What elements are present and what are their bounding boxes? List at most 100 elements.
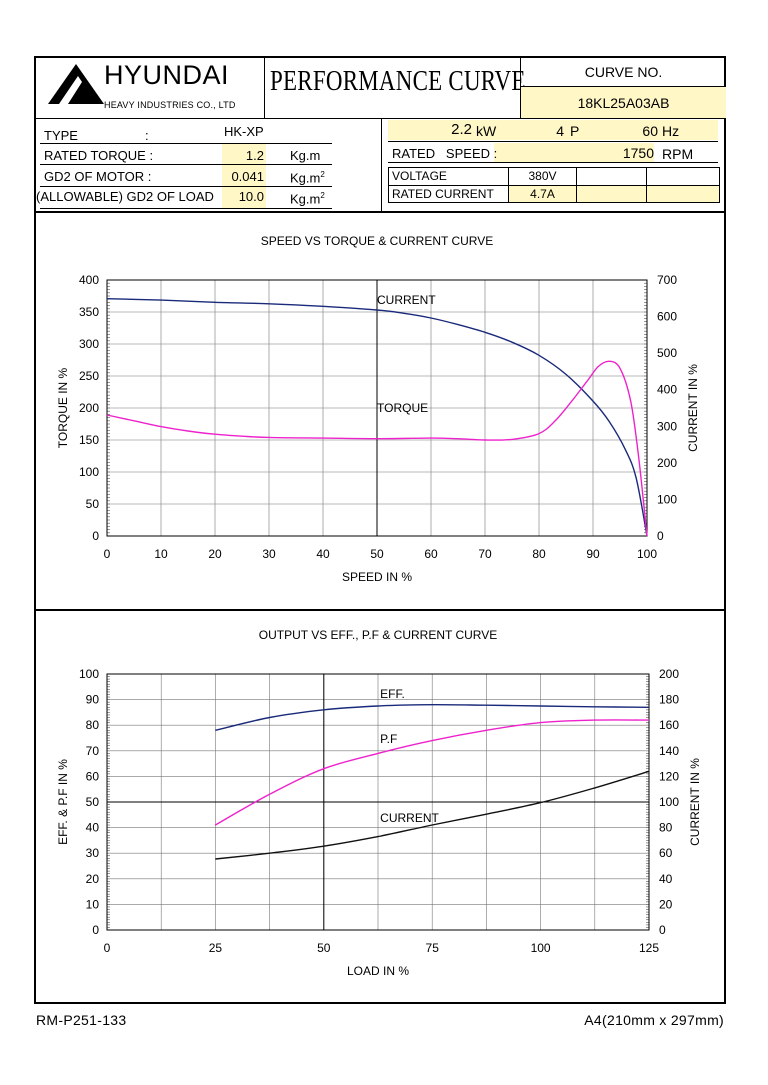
y2-tick-label: 300 <box>657 419 677 433</box>
poles-unit: P <box>570 123 580 139</box>
vc-col-1 <box>508 167 509 203</box>
freq-unit: Hz <box>662 123 680 139</box>
y2-tick-label: 80 <box>659 821 673 835</box>
y-tick-label: 50 <box>86 497 100 511</box>
plot-area-border <box>106 673 650 931</box>
x-tick-label: 100 <box>531 941 551 955</box>
type-value: HK-XP <box>224 124 264 139</box>
rated-current-label: RATED CURRENT <box>392 187 494 201</box>
y2-tick-label: 700 <box>657 273 677 287</box>
logo-name: HYUNDAI <box>104 60 230 90</box>
y2-tick-label: 60 <box>659 846 673 860</box>
vc-table-mid-line <box>388 185 720 186</box>
y2-tick-label: 200 <box>659 667 679 681</box>
y2-tick-label: 100 <box>657 492 677 506</box>
row-line-1 <box>40 143 332 144</box>
gd2-motor-label: GD2 OF MOTOR : <box>44 169 152 184</box>
x-axis-title: LOAD IN % <box>347 964 409 978</box>
freq-value: 60 <box>642 123 658 139</box>
current-cell-highlight-2 <box>577 186 646 202</box>
row-line-4 <box>40 208 332 209</box>
x-tick-label: 75 <box>426 941 440 955</box>
page-title: PERFORMANCE CURVE <box>270 66 526 97</box>
series-label: EFF. <box>380 687 405 701</box>
curve-no-cell: 18KL25A03AB <box>521 87 726 118</box>
y2-tick-label: 160 <box>659 718 679 732</box>
sup-2: 2 <box>320 170 325 179</box>
y2-axis-title: CURRENT IN % <box>686 364 700 452</box>
output-eff-pf-current-chart: OUTPUT VS EFF., P.F & CURRENT CURVE 0 25 50… <box>56 628 702 978</box>
series-line-current <box>215 770 650 860</box>
power-unit: kW <box>476 123 497 139</box>
poles-value: 4 <box>556 123 564 139</box>
rated-torque-value: 1.2 <box>245 148 264 163</box>
y-tick-label: 60 <box>86 769 100 783</box>
row-line-2 <box>40 164 332 165</box>
x-tick-label: 50 <box>370 547 384 561</box>
rated-torque-label: RATED TORQUE : <box>44 148 154 163</box>
sup-2: 2 <box>320 191 325 200</box>
series-label: P.F <box>380 732 397 746</box>
curve-no-label: CURVE NO. <box>584 64 663 80</box>
x-tick-label: 0 <box>104 547 111 561</box>
x-tick-label: 40 <box>316 547 330 561</box>
specs-bottom-border <box>34 211 726 213</box>
rated-speed-unit: RPM <box>662 146 694 162</box>
header-bottom-line <box>34 118 726 119</box>
y2-tick-label: 120 <box>659 769 679 783</box>
x-tick-label: 60 <box>424 547 438 561</box>
hyundai-logo: HYUNDAI HEAVY INDUSTRIES CO., LTD <box>44 60 262 116</box>
y-tick-label: 90 <box>86 693 100 707</box>
logo-triangle-icon <box>48 64 104 104</box>
gd2-load-label: (ALLOWABLE) GD2 OF LOAD <box>36 189 214 204</box>
specs-left-highlight <box>222 143 266 209</box>
y-tick-label: 150 <box>79 433 99 447</box>
chart-title: SPEED VS TORQUE & CURRENT CURVE <box>261 234 494 248</box>
sheet-frame <box>34 56 726 1004</box>
y-tick-label: 300 <box>79 337 99 351</box>
gd2-load-value: 10.0 <box>238 189 264 204</box>
y-tick-label: 0 <box>92 923 99 937</box>
y-axis-title: EFF. & P.F IN % <box>56 759 70 845</box>
series-line-torque <box>106 360 648 537</box>
voltage-value: 380V <box>528 169 557 183</box>
x-tick-label: 80 <box>532 547 546 561</box>
x-tick-label: 30 <box>262 547 276 561</box>
y-tick-label: 20 <box>86 872 100 886</box>
type-colon: : <box>145 128 149 143</box>
x-tick-label: 0 <box>104 941 111 955</box>
y2-tick-label: 200 <box>657 456 677 470</box>
gd2-motor-value: 0.041 <box>231 169 264 184</box>
y2-tick-label: 500 <box>657 346 677 360</box>
speed-row-line <box>388 162 718 163</box>
y-tick-label: 100 <box>79 465 99 479</box>
y-tick-label: 400 <box>79 273 99 287</box>
current-cell-highlight <box>509 186 576 202</box>
x-tick-label: 100 <box>637 547 657 561</box>
y-tick-label: 40 <box>86 821 100 835</box>
series-line-current <box>106 298 648 537</box>
speed-torque-current-chart: SPEED VS TORQUE & CURRENT CURVE 0 10 20 30 40… <box>56 234 700 584</box>
x-tick-label: 20 <box>208 547 222 561</box>
specs-divider <box>381 118 382 212</box>
row-line-3 <box>40 186 332 187</box>
y2-tick-label: 20 <box>659 897 673 911</box>
y2-tick-label: 0 <box>657 529 664 543</box>
vc-col-3 <box>646 167 647 203</box>
logo-subtitle: HEAVY INDUSTRIES CO., LTD <box>104 100 236 110</box>
header-divider-1 <box>264 56 265 118</box>
header-divider-2 <box>520 56 521 118</box>
y2-tick-label: 40 <box>659 872 673 886</box>
x-axis-title: SPEED IN % <box>342 570 412 584</box>
speed-row-highlight <box>494 143 654 162</box>
rated-torque-unit: Kg.m <box>290 148 321 163</box>
curve-no-divider <box>520 86 726 87</box>
y-tick-label: 80 <box>86 718 100 732</box>
gd2-load-unit: Kg.m2 <box>290 191 325 207</box>
y-tick-label: 200 <box>79 401 99 415</box>
y-tick-label: 30 <box>86 846 100 860</box>
rated-current-value: 4.7A <box>530 187 555 201</box>
x-tick-label: 25 <box>209 941 223 955</box>
y-tick-label: 10 <box>86 897 100 911</box>
chart-separator <box>34 609 726 611</box>
